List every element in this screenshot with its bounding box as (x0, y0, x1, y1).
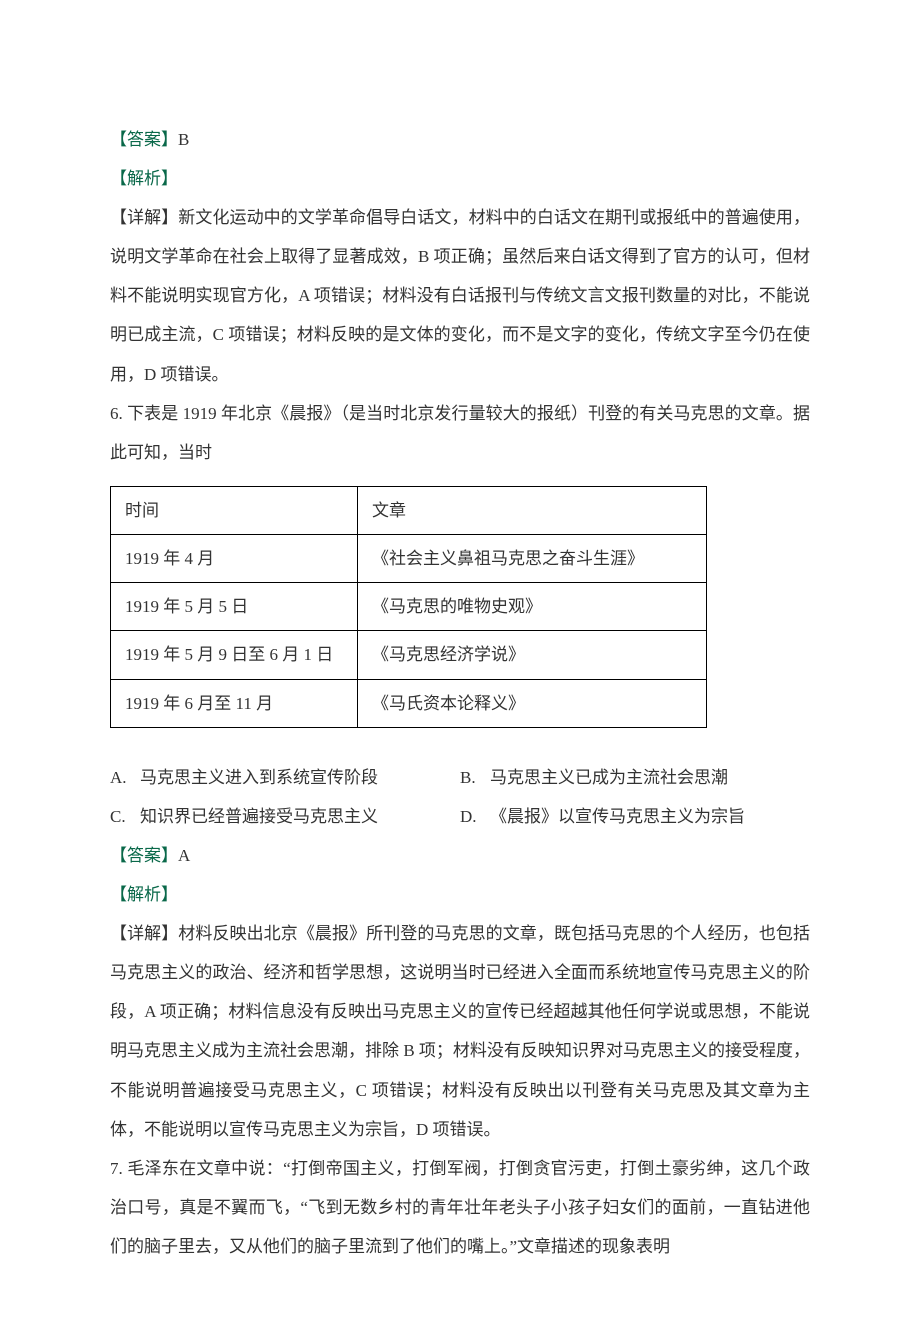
articles-table: 时间 文章 1919 年 4 月 《社会主义鼻祖马克思之奋斗生涯》 1919 年… (110, 486, 707, 728)
table-header-row: 时间 文章 (111, 486, 707, 534)
options-row-2: C. 知识界已经普遍接受马克思主义 D. 《晨报》以宣传马克思主义为宗旨 (110, 797, 810, 836)
analysis-5-label: 【解析】 (110, 159, 810, 198)
analysis-label: 【解析】 (110, 169, 178, 188)
question-number: 7. (110, 1159, 127, 1178)
analysis-label: 【解析】 (110, 885, 178, 904)
table-cell-article: 《马氏资本论释义》 (358, 679, 707, 727)
option-label: B. (460, 758, 490, 797)
question-stem-text: 毛泽东在文章中说：“打倒帝国主义，打倒军阀，打倒贪官污吏，打倒土豪劣绅，这几个政… (110, 1159, 810, 1256)
option-text: 知识界已经普遍接受马克思主义 (140, 807, 378, 826)
analysis-6-label: 【解析】 (110, 875, 810, 914)
question-stem-text: 下表是 1919 年北京《晨报》（是当时北京发行量较大的报纸）刊登的有关马克思的… (110, 404, 810, 462)
table-cell-time: 1919 年 6 月至 11 月 (111, 679, 358, 727)
option-b: B. 马克思主义已成为主流社会思潮 (460, 758, 810, 797)
question-6-stem: 6. 下表是 1919 年北京《晨报》（是当时北京发行量较大的报纸）刊登的有关马… (110, 394, 810, 472)
answer-6: 【答案】A (110, 836, 810, 875)
question-number: 6. (110, 404, 127, 423)
table-cell-time: 1919 年 5 月 9 日至 6 月 1 日 (111, 631, 358, 679)
option-a: A. 马克思主义进入到系统宣传阶段 (110, 758, 460, 797)
table-row: 1919 年 5 月 5 日 《马克思的唯物史观》 (111, 583, 707, 631)
option-text: 《晨报》以宣传马克思主义为宗旨 (490, 807, 745, 826)
table-cell-article: 《马克思的唯物史观》 (358, 583, 707, 631)
answer-label: 【答案】 (110, 846, 178, 865)
options-row-1: A. 马克思主义进入到系统宣传阶段 B. 马克思主义已成为主流社会思潮 (110, 758, 810, 797)
table-header-time: 时间 (111, 486, 358, 534)
table-row: 1919 年 6 月至 11 月 《马氏资本论释义》 (111, 679, 707, 727)
option-text: 马克思主义进入到系统宣传阶段 (140, 768, 378, 787)
table-row: 1919 年 4 月 《社会主义鼻祖马克思之奋斗生涯》 (111, 535, 707, 583)
table-cell-time: 1919 年 5 月 5 日 (111, 583, 358, 631)
table-row: 1919 年 5 月 9 日至 6 月 1 日 《马克思经济学说》 (111, 631, 707, 679)
option-text: 马克思主义已成为主流社会思潮 (490, 768, 728, 787)
table-cell-time: 1919 年 4 月 (111, 535, 358, 583)
question-7-stem: 7. 毛泽东在文章中说：“打倒帝国主义，打倒军阀，打倒贪官污吏，打倒土豪劣绅，这… (110, 1149, 810, 1266)
table-cell-article: 《社会主义鼻祖马克思之奋斗生涯》 (358, 535, 707, 583)
option-label: A. (110, 758, 140, 797)
table-cell-article: 《马克思经济学说》 (358, 631, 707, 679)
answer-letter: B (178, 130, 189, 149)
option-label: D. (460, 797, 490, 836)
document-page: 【答案】B 【解析】 【详解】新文化运动中的文学革命倡导白话文，材料中的白话文在… (0, 0, 920, 1326)
answer-letter: A (178, 846, 190, 865)
option-c: C. 知识界已经普遍接受马克思主义 (110, 797, 460, 836)
option-label: C. (110, 797, 140, 836)
analysis-6-detail: 【详解】材料反映出北京《晨报》所刊登的马克思的文章，既包括马克思的个人经历，也包… (110, 914, 810, 1149)
analysis-5-detail: 【详解】新文化运动中的文学革命倡导白话文，材料中的白话文在期刊或报纸中的普遍使用… (110, 198, 810, 393)
option-d: D. 《晨报》以宣传马克思主义为宗旨 (460, 797, 810, 836)
answer-5: 【答案】B (110, 120, 810, 159)
table-header-article: 文章 (358, 486, 707, 534)
answer-label: 【答案】 (110, 130, 178, 149)
